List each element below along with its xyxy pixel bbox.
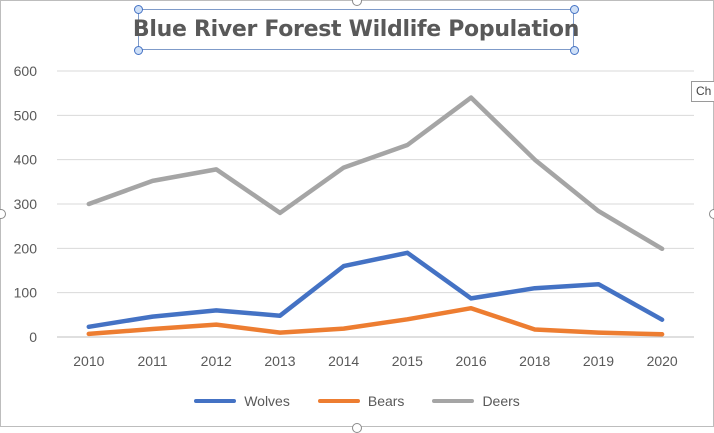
data-point-bears[interactable] (86, 331, 91, 336)
x-tick-label: 2012 (201, 353, 232, 369)
data-point-wolves[interactable] (341, 264, 346, 269)
title-resize-handle-top-left[interactable] (134, 5, 143, 14)
chart-title[interactable]: Blue River Forest Wildlife Population (132, 17, 580, 42)
data-point-deers[interactable] (469, 95, 474, 100)
data-point-wolves[interactable] (660, 317, 665, 322)
data-point-deers[interactable] (150, 178, 155, 183)
legend-item-bears[interactable]: Bears (317, 393, 405, 409)
data-point-wolves[interactable] (86, 324, 91, 329)
title-resize-handle-bottom-left[interactable] (134, 46, 143, 55)
y-tick-label: 400 (14, 152, 38, 168)
chart-resize-handle-left[interactable] (0, 209, 6, 219)
x-tick-label: 2013 (264, 353, 295, 369)
chart-title-box[interactable]: Blue River Forest Wildlife Population (133, 9, 579, 50)
legend-swatch (317, 399, 360, 403)
chart-elements-tooltip[interactable]: Ch (691, 81, 714, 102)
x-tick-label: 2019 (583, 353, 614, 369)
data-point-bears[interactable] (150, 327, 155, 332)
x-tick-label: 2020 (647, 353, 678, 369)
data-point-deers[interactable] (596, 209, 601, 214)
data-point-wolves[interactable] (214, 308, 219, 313)
data-point-deers[interactable] (214, 167, 219, 172)
x-tick-label: 2010 (73, 353, 104, 369)
x-tick-label: 2011 (137, 353, 167, 369)
chart-legend[interactable]: Wolves Bears Deers (0, 390, 714, 412)
title-resize-handle-top-right[interactable] (570, 5, 579, 14)
data-point-wolves[interactable] (277, 313, 282, 318)
legend-item-deers[interactable]: Deers (432, 393, 520, 409)
x-tick-label: 2014 (328, 353, 359, 369)
legend-swatch (194, 399, 237, 403)
data-point-deers[interactable] (86, 202, 91, 207)
data-point-deers[interactable] (660, 246, 665, 251)
data-point-bears[interactable] (469, 306, 474, 311)
chart-resize-handle-right[interactable] (709, 209, 714, 219)
data-point-bears[interactable] (277, 330, 282, 335)
data-point-bears[interactable] (341, 326, 346, 331)
x-tick-label: 2018 (519, 353, 550, 369)
data-point-bears[interactable] (214, 322, 219, 327)
series-line-bears[interactable] (86, 305, 665, 337)
title-resize-handle-bottom-right[interactable] (570, 46, 579, 55)
data-point-wolves[interactable] (596, 282, 601, 287)
y-tick-label: 200 (14, 240, 38, 256)
x-tick-label: 2016 (455, 353, 486, 369)
data-point-bears[interactable] (532, 327, 537, 332)
chart-resize-handle-top[interactable] (352, 0, 362, 6)
data-point-bears[interactable] (660, 332, 665, 337)
legend-label: Wolves (244, 393, 290, 409)
data-point-deers[interactable] (532, 157, 537, 162)
legend-item-wolves[interactable]: Wolves (194, 393, 290, 409)
data-point-bears[interactable] (596, 330, 601, 335)
data-point-wolves[interactable] (532, 286, 537, 291)
data-point-bears[interactable] (405, 317, 410, 322)
y-tick-label: 0 (29, 329, 37, 345)
y-tick-label: 500 (14, 107, 38, 123)
series-line-deers[interactable] (86, 95, 665, 252)
legend-label: Deers (482, 393, 520, 409)
data-point-wolves[interactable] (150, 314, 155, 319)
data-point-deers[interactable] (341, 165, 346, 170)
legend-swatch (432, 399, 475, 403)
data-point-wolves[interactable] (469, 296, 474, 301)
data-point-wolves[interactable] (405, 250, 410, 255)
y-tick-label: 100 (14, 285, 38, 301)
series-line-wolves[interactable] (86, 250, 665, 330)
data-point-deers[interactable] (277, 210, 282, 215)
chart-resize-handle-bottom[interactable] (352, 423, 362, 433)
legend-label: Bears (367, 393, 405, 409)
data-point-deers[interactable] (405, 143, 410, 148)
y-tick-label: 600 (14, 63, 38, 79)
x-tick-label: 2015 (392, 353, 423, 369)
y-tick-label: 300 (14, 196, 38, 212)
